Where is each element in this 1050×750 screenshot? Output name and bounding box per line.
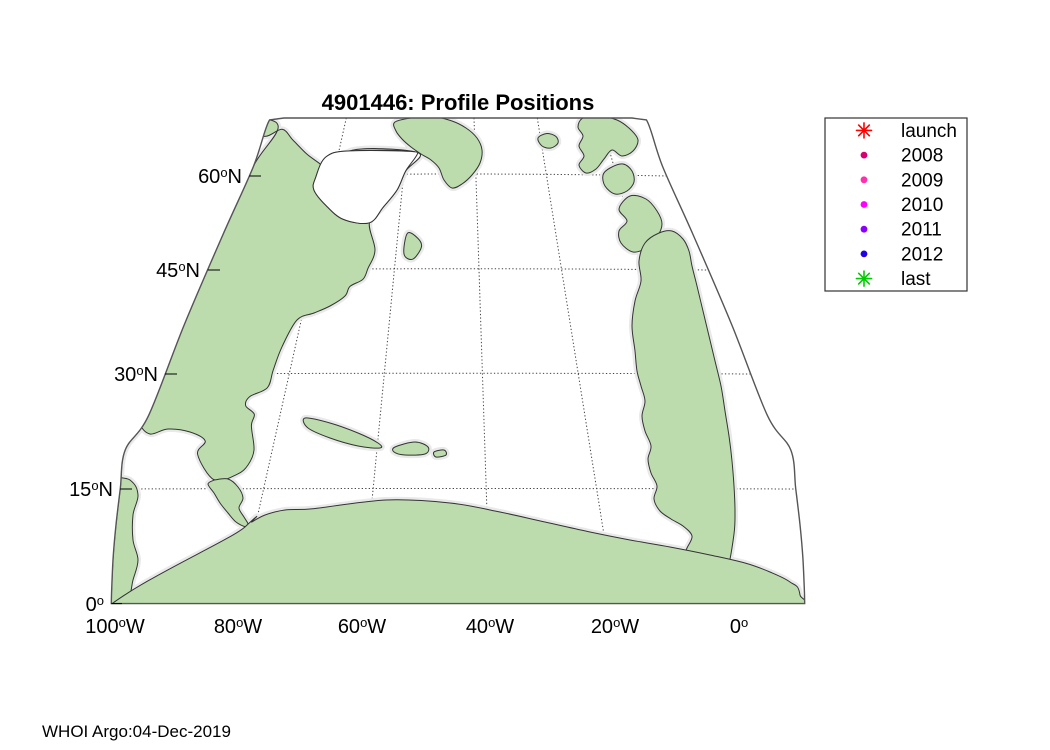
svg-text:last: last xyxy=(901,269,931,290)
svg-text:0o: 0o xyxy=(86,593,104,616)
svg-text:30oN: 30oN xyxy=(114,363,158,386)
svg-text:15oN: 15oN xyxy=(69,478,113,501)
svg-text:0o: 0o xyxy=(730,615,748,638)
svg-text:2009: 2009 xyxy=(901,171,943,192)
svg-text:launch: launch xyxy=(901,121,957,142)
svg-text:45oN: 45oN xyxy=(156,259,200,282)
svg-text:60oN: 60oN xyxy=(198,165,242,188)
svg-text:2010: 2010 xyxy=(901,195,943,216)
svg-text:2012: 2012 xyxy=(901,245,943,266)
svg-text:40oW: 40oW xyxy=(466,615,514,638)
svg-text:80oW: 80oW xyxy=(214,615,262,638)
svg-text:2011: 2011 xyxy=(901,220,942,241)
svg-text:20oW: 20oW xyxy=(591,615,639,638)
svg-text:2008: 2008 xyxy=(901,146,943,167)
svg-text:60oW: 60oW xyxy=(338,615,386,638)
svg-text:100oW: 100oW xyxy=(85,615,145,638)
